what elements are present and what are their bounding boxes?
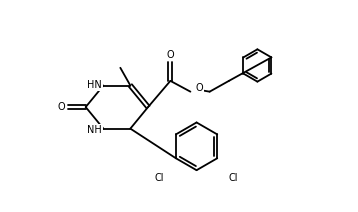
Text: O: O [196,83,203,93]
Text: NH: NH [87,125,102,135]
Text: HN: HN [87,80,102,90]
Text: O: O [166,50,174,60]
Text: Cl: Cl [154,173,164,183]
Text: Cl: Cl [228,173,237,183]
Text: O: O [57,102,65,112]
